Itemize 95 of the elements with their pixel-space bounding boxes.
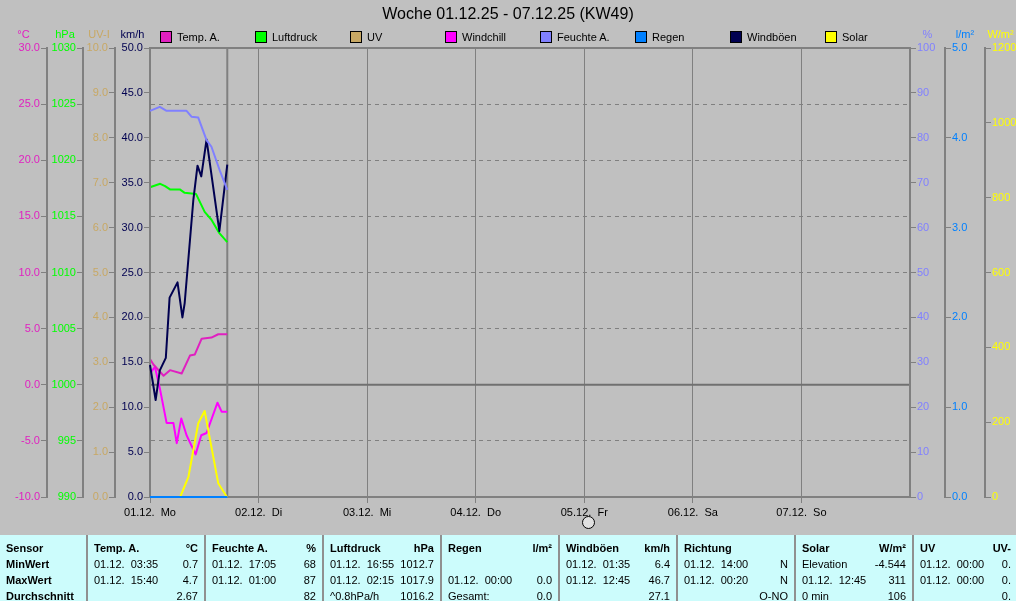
x-tick-label: 05.12. Fr — [560, 505, 609, 518]
x-tick-label: 03.12. Mi — [342, 505, 392, 518]
y-tick-label: 25.0 — [121, 265, 143, 278]
y-tick-label: -10.0 — [14, 490, 40, 503]
y-tick-label: 0.0 — [24, 377, 40, 390]
y-tick-label: 600 — [992, 265, 1011, 278]
y2-tick-label: 1030 — [51, 41, 76, 54]
y-tick-label: 1200 — [992, 41, 1016, 54]
legend-label: Temp. A. — [177, 31, 220, 43]
y2-tick-label: 1015 — [51, 209, 76, 222]
y-axis-title: W/m² — [987, 27, 1014, 40]
y2-tick-label: 40 — [917, 310, 930, 323]
y-tick-label: 800 — [992, 190, 1011, 203]
y2-tick-label: 1025 — [51, 97, 76, 110]
y-axis-title: °C — [17, 27, 30, 40]
y3-tick-label: 6.0 — [92, 220, 108, 233]
x-tick-label: 02.12. Di — [235, 505, 283, 518]
y-axis-title: km/h — [120, 27, 145, 40]
legend-label: Windböen — [747, 31, 797, 43]
x-tick-label: 06.12. Sa — [667, 505, 719, 518]
y3-tick-label: 9.0 — [92, 85, 108, 98]
chart-title: Woche 01.12.25 - 07.12.25 (KW49) — [381, 5, 635, 23]
y3-tick-label: 1.0 — [952, 400, 968, 413]
y2-tick-label: 50 — [917, 265, 930, 278]
y-tick-label: 15.0 — [18, 209, 40, 222]
y3-tick-label: 2.0 — [952, 310, 968, 323]
legend-label: Regen — [652, 31, 685, 43]
y-tick-label: 5.0 — [24, 321, 40, 334]
y2-tick-label: 70 — [917, 175, 930, 188]
y-tick-label: 200 — [992, 415, 1011, 428]
y2-tick-label: 20 — [917, 400, 930, 413]
y3-tick-label: 5.0 — [952, 41, 968, 54]
y-tick-label: 10.0 — [18, 265, 40, 278]
y-tick-label: 30.0 — [121, 220, 143, 233]
y2-tick-label: 90 — [917, 85, 930, 98]
y2-tick-label: 1020 — [51, 153, 76, 166]
y3-tick-label: 0.0 — [952, 490, 968, 503]
y-tick-label: 15.0 — [121, 355, 143, 368]
legend-label: Windchill — [462, 31, 507, 43]
y3-axis-title: l/m² — [955, 27, 975, 40]
y3-tick-label: 3.0 — [952, 220, 968, 233]
y2-tick-label: 1005 — [51, 321, 76, 334]
y-tick-label: 1000 — [992, 115, 1016, 128]
y-tick-label: 30.0 — [18, 41, 40, 54]
legend-label: UV — [367, 31, 383, 43]
y3-tick-label: 10.0 — [86, 41, 108, 54]
text: Sensor MinWert MaxWert Durchschnitt — [6, 542, 74, 601]
y-tick-label: 40.0 — [121, 130, 143, 143]
y2-axis-title: % — [922, 27, 933, 40]
y2-tick-label: 60 — [917, 220, 930, 233]
y2-axis-title: hPa — [55, 27, 76, 40]
text: Windböen km/h 01.12. 01:35 6.4 01.12. 12:45 46.7 27.1 — [566, 542, 670, 601]
y-tick-label: 50.0 — [121, 41, 143, 54]
y-tick-label: 35.0 — [121, 175, 143, 188]
legend-label: Luftdruck — [272, 31, 318, 43]
y-tick-label: 20.0 — [121, 310, 143, 323]
y3-axis-title: UV-I — [88, 27, 110, 40]
y-tick-label: 400 — [992, 340, 1011, 353]
y-tick-label: 0 — [992, 490, 999, 503]
y2-tick-label: 995 — [57, 433, 76, 446]
y-tick-label: 45.0 — [121, 85, 143, 98]
y-tick-label: 10.0 — [121, 400, 143, 413]
y2-tick-label: 80 — [917, 130, 930, 143]
legend-label: Feuchte A. — [557, 31, 610, 43]
text: UV UV- 01.12. 00:00 0. 01.12. 00:00 0. 0. — [920, 542, 1011, 601]
y2-tick-label: 990 — [57, 490, 76, 503]
y3-tick-label: 7.0 — [92, 175, 108, 188]
text: Richtung 01.12. 14:00 N 01.12. 00:20 N O-NO — [684, 542, 788, 601]
y2-tick-label: 1000 — [51, 377, 76, 390]
y3-tick-label: 3.0 — [92, 355, 108, 368]
y2-tick-label: 10 — [917, 445, 930, 458]
y3-tick-label: 8.0 — [92, 130, 108, 143]
x-tick-label: 01.12. Mo — [124, 505, 176, 518]
text: Luftdruck hPa 01.12. 16:55 1012.7 01.12. 02:15 1017.9 ^0.8hPa/h 1016.2 — [330, 542, 434, 601]
y2-tick-label: 100 — [917, 41, 936, 54]
y-tick-label: 0.0 — [127, 490, 143, 503]
y-tick-label: -5.0 — [21, 433, 40, 446]
y-tick-label: 25.0 — [18, 97, 40, 110]
text: Temp. A. °C 01.12. 03:35 0.7 01.12. 15:40 4.7 2.67 — [94, 542, 198, 601]
y3-tick-label: 0.0 — [92, 490, 108, 503]
text: Regen l/m² 01.12. 00:00 0.0 Gesamt: 0.0 — [448, 542, 552, 601]
y-tick-label: 20.0 — [18, 153, 40, 166]
y-tick-label: 5.0 — [127, 445, 143, 458]
y2-tick-label: 30 — [917, 355, 930, 368]
text: Feuchte A. % 01.12. 17:05 68 01.12. 01:00 87 82 — [212, 542, 316, 601]
y3-tick-label: 5.0 — [92, 265, 108, 278]
x-tick-label: 04.12. Do — [450, 505, 502, 518]
legend-label: Solar — [842, 31, 868, 43]
x-tick-label: 07.12. So — [776, 505, 827, 518]
y3-tick-label: 4.0 — [952, 130, 968, 143]
text: Solar W/m² Elevation -4.544 01.12. 12:45 311 0 min 106 — [802, 542, 906, 601]
y3-tick-label: 2.0 — [92, 400, 108, 413]
y3-tick-label: 4.0 — [92, 310, 108, 323]
y3-tick-label: 1.0 — [92, 445, 108, 458]
y2-tick-label: 1010 — [51, 265, 76, 278]
